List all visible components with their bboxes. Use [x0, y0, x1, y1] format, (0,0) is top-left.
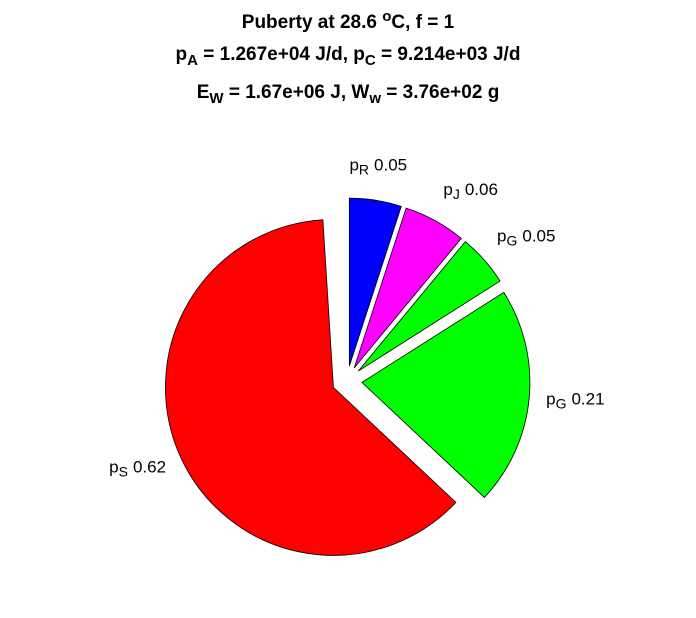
slice-value: 0.62: [133, 458, 166, 477]
text-part: C, f = 1: [391, 12, 454, 33]
text-part: E: [197, 82, 210, 103]
text-part: p: [349, 156, 358, 175]
superscript: o: [382, 8, 391, 25]
pie-slice: [165, 219, 457, 556]
text-part: = 3.76e+02 g: [381, 82, 499, 103]
chart-title: EW = 1.67e+06 J, Ww = 3.76e+02 g: [197, 82, 500, 107]
subscript: W: [209, 90, 224, 107]
slice-label: pR 0.05: [349, 156, 407, 177]
subscript: w: [368, 90, 381, 107]
subscript: A: [187, 52, 198, 69]
text-part: Puberty at 28.6: [242, 12, 382, 33]
slice-value: 0.21: [571, 390, 604, 409]
pie-slice: [357, 241, 501, 372]
slice-value: 0.06: [465, 180, 498, 199]
slice-label: pG 0.21: [546, 390, 604, 411]
text-part: p: [176, 44, 188, 65]
subscript: G: [506, 232, 517, 248]
slice-label: pS 0.62: [109, 458, 166, 479]
slice-value: 0.05: [374, 156, 407, 175]
chart-title: Puberty at 28.6 oC, f = 1: [242, 8, 455, 33]
text-part: = 1.67e+06 J, W: [224, 82, 370, 103]
subscript: G: [556, 395, 567, 411]
subscript: R: [359, 162, 369, 178]
chart-title: pA = 1.267e+04 J/d, pC = 9.214e+03 J/d: [176, 44, 521, 69]
pie-slice: [348, 197, 402, 367]
slice-label: pJ 0.06: [443, 180, 498, 201]
subscript: C: [365, 52, 376, 69]
subscript: J: [453, 186, 460, 202]
text-part: = 1.267e+04 J/d, p: [198, 44, 365, 65]
subscript: S: [119, 464, 128, 480]
pie-slice: [361, 291, 531, 498]
pie-slice: [353, 207, 462, 369]
text-part: p: [546, 390, 555, 409]
text-part: p: [109, 458, 118, 477]
slice-value: 0.05: [522, 227, 555, 246]
text-part: p: [443, 180, 452, 199]
text-part: = 9.214e+03 J/d: [376, 44, 521, 65]
text-part: p: [497, 227, 506, 246]
slice-label: pG 0.05: [497, 227, 555, 248]
